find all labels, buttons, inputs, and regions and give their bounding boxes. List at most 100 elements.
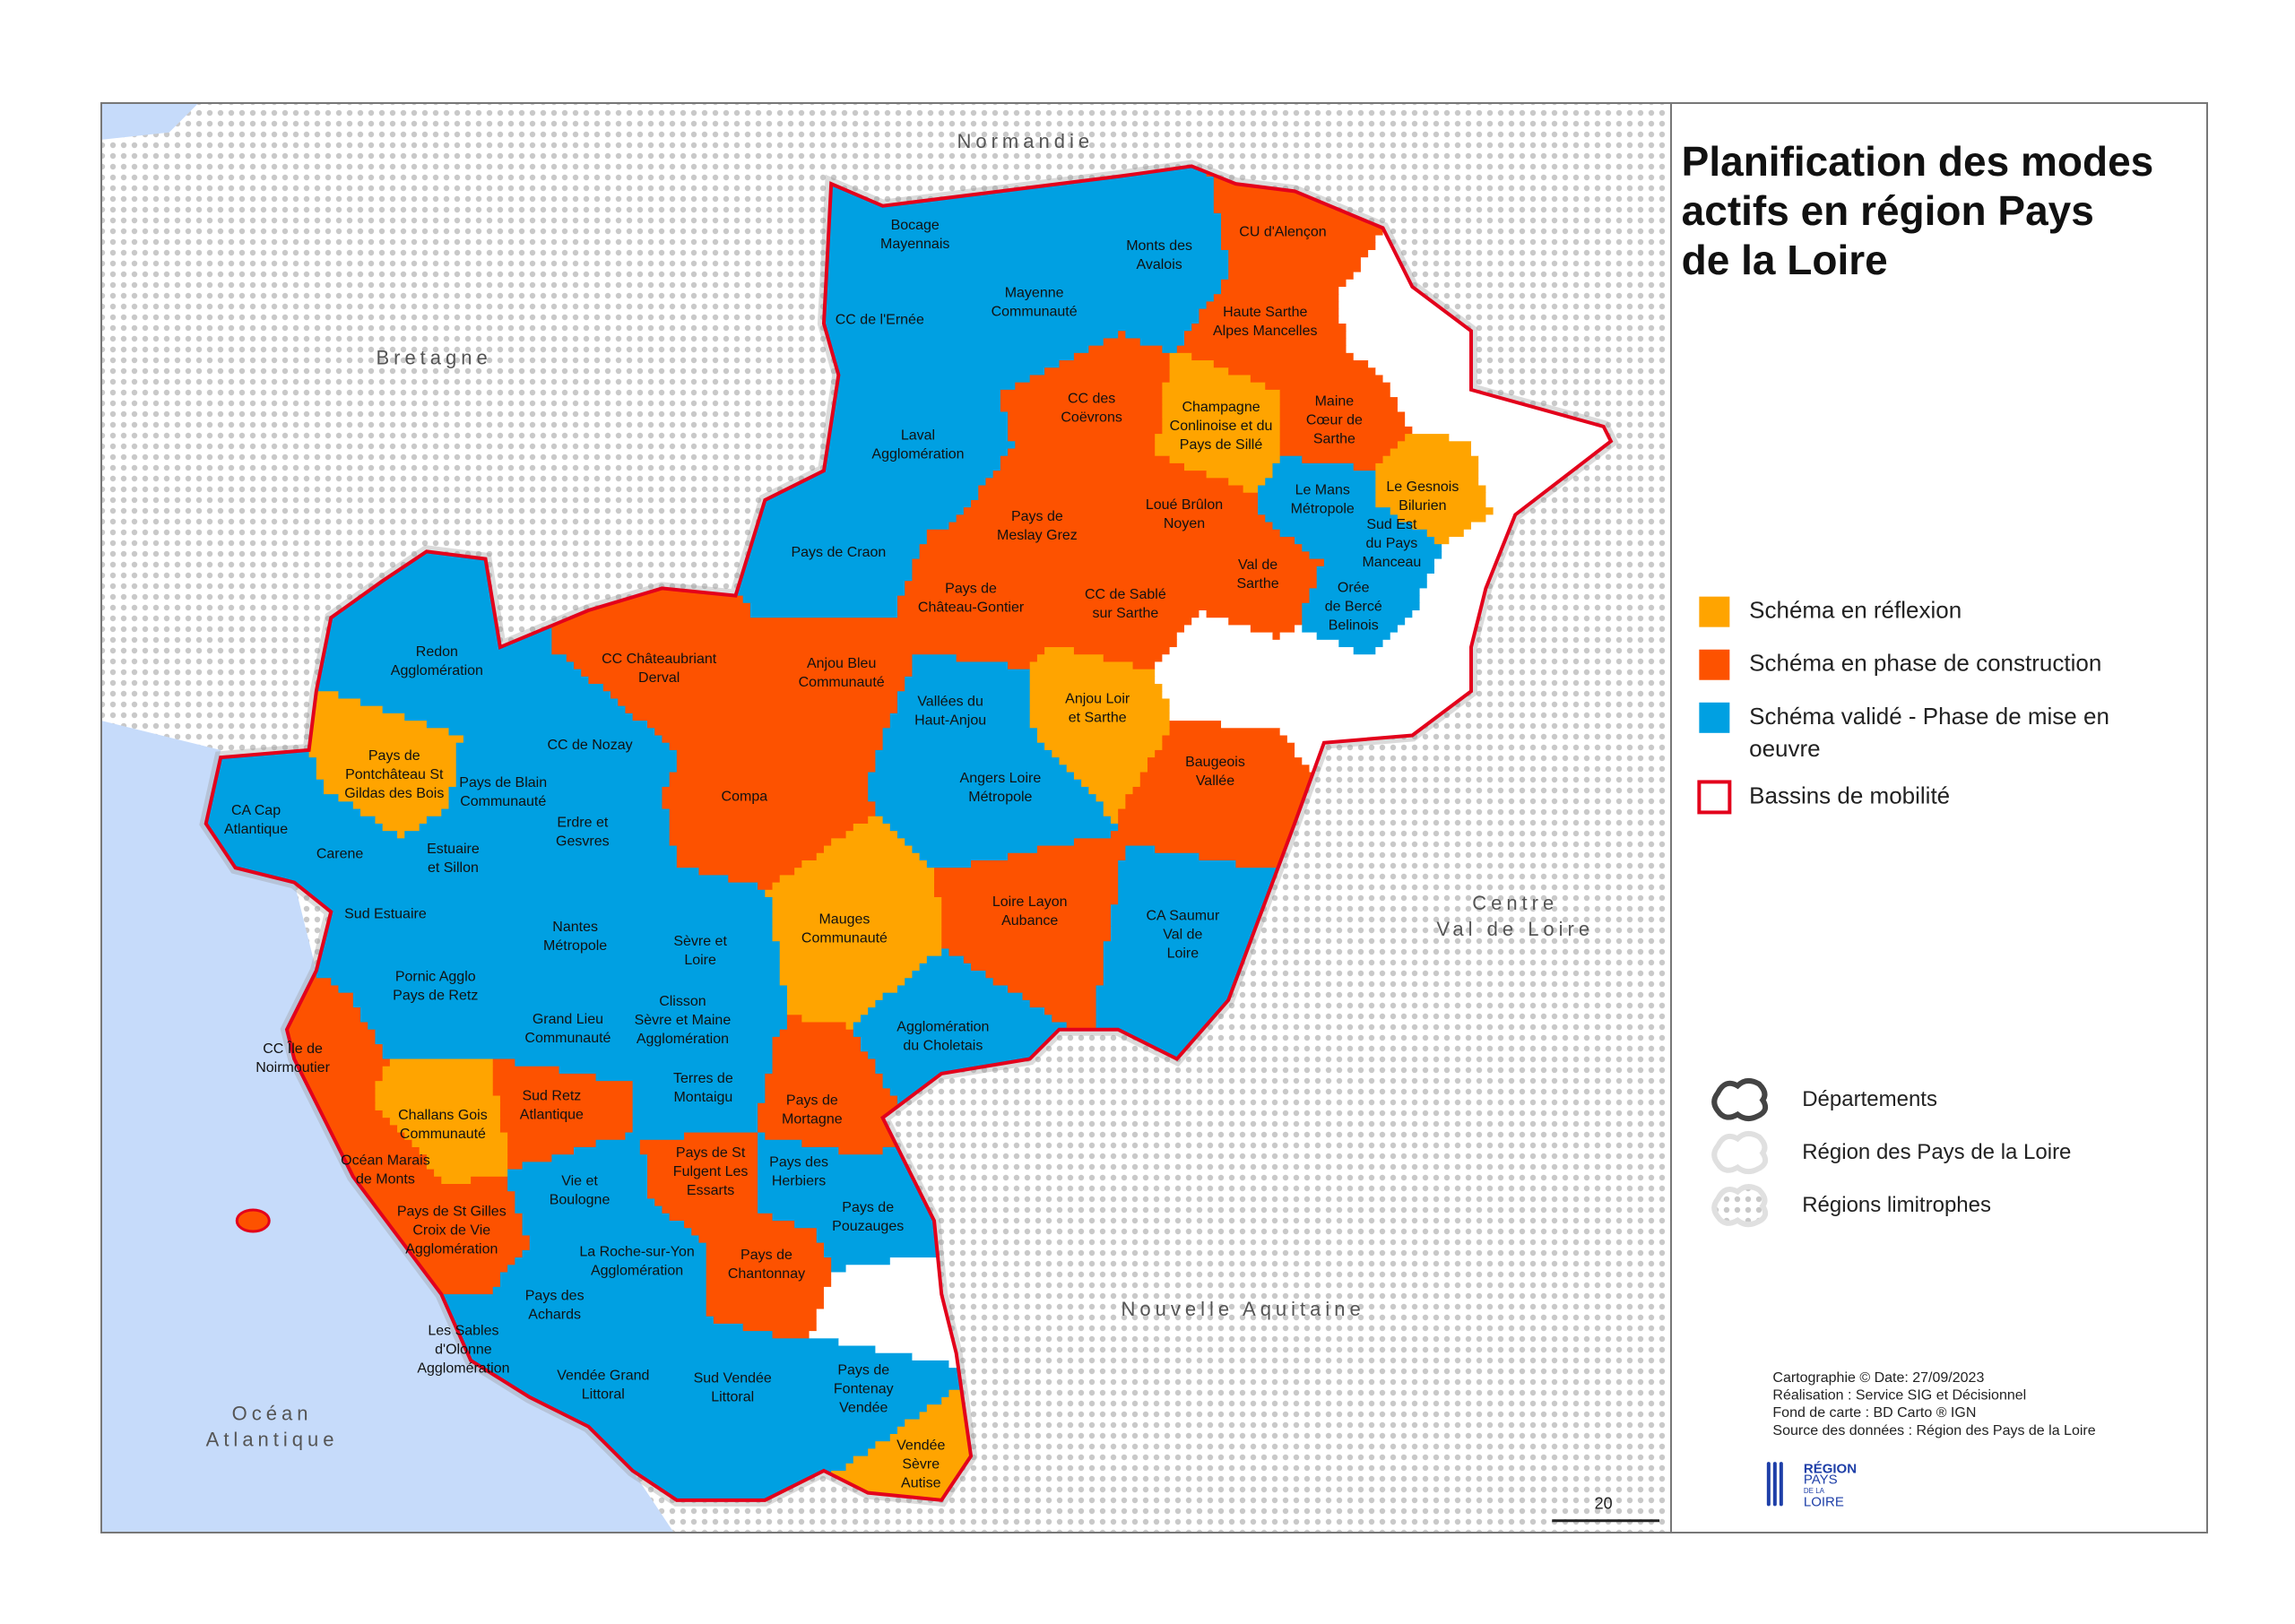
- territory-fill: [551, 639, 1178, 648]
- territory-fill: [742, 1323, 818, 1332]
- territory-fill: [205, 669, 582, 678]
- territory-fill: [1029, 676, 1156, 685]
- territory-label-line: Monts des: [1126, 238, 1192, 254]
- territory-fill: [1022, 992, 1097, 1001]
- territory-fill: [1390, 448, 1472, 457]
- territory-fill: [706, 1309, 818, 1317]
- territory-fill: [205, 911, 774, 920]
- territory-fill: [684, 1132, 758, 1141]
- territory-label: Angers Loire Métropole: [960, 771, 1042, 805]
- territory-fill: [1228, 618, 1303, 626]
- territory-fill: [1295, 625, 1303, 634]
- territory-fill: [419, 1146, 508, 1155]
- territory-fill: [647, 1169, 758, 1178]
- frame: [100, 102, 2208, 1533]
- territory-label-line: Sèvre et Maine: [635, 1013, 732, 1028]
- region-name-line: Atlantique: [206, 1428, 339, 1450]
- territory-label-line: Métropole: [968, 790, 1032, 805]
- territory-label-line: Sarthe: [1313, 432, 1355, 447]
- territory-fill: [912, 558, 1325, 567]
- territory-fill: [706, 1286, 825, 1295]
- territory-fill: [338, 985, 788, 994]
- territory-label: Le Gesnois Bilurien: [1386, 479, 1459, 514]
- territory-label: Laval Agglomération: [871, 428, 964, 462]
- territory-label-line: Pouzauges: [832, 1219, 904, 1234]
- territory-label-line: Sarthe: [1236, 576, 1278, 592]
- title-line: Planification des modes: [1682, 138, 2154, 185]
- territory-fill: [205, 882, 758, 891]
- territory-fill: [669, 742, 884, 751]
- logo-bar: [1766, 1462, 1771, 1507]
- territory-label-line: Achards: [528, 1308, 581, 1323]
- title-line: de la Loire: [1682, 237, 1888, 283]
- territory-fill: [875, 749, 1052, 758]
- territory-label-line: du Choletais: [903, 1039, 983, 1054]
- territory-fill: [882, 992, 1024, 1001]
- territory-label-line: Avalois: [1136, 257, 1182, 272]
- territory-fill: [721, 566, 914, 574]
- territory-fill: [1478, 471, 1611, 479]
- territory-fill: [515, 1257, 707, 1266]
- territory-fill: [1471, 448, 1611, 457]
- territory-fill: [382, 1044, 774, 1052]
- territory-fill: [831, 1257, 891, 1266]
- territory-label: Agglomération du Choletais: [896, 1020, 989, 1054]
- territory-label-line: Coëvrons: [1061, 410, 1122, 426]
- territory-fill: [632, 1095, 766, 1104]
- territory-fill: [941, 926, 1112, 935]
- territory-fill: [382, 1110, 501, 1119]
- territory-fill: [786, 1015, 802, 1024]
- territory-label-line: Littoral: [582, 1387, 625, 1403]
- territory-fill: [882, 728, 1038, 737]
- territory-fill: [713, 1316, 818, 1325]
- territory-fill: [1279, 441, 1399, 450]
- territory-fill: [669, 772, 869, 781]
- territory-label-line: CA Saumur: [1146, 909, 1219, 924]
- territory-fill: [1118, 808, 1355, 817]
- territory-fill: [669, 1213, 774, 1222]
- territory-fill: [205, 808, 361, 817]
- territory-fill: [499, 1095, 634, 1104]
- territory-fill: [522, 1228, 692, 1237]
- territory-fill: [375, 1036, 774, 1045]
- territory-fill: [205, 1396, 942, 1405]
- territory-fill: [205, 926, 774, 935]
- territory-label-line: Anjou Loir: [1065, 692, 1130, 707]
- territory-fill: [1353, 462, 1376, 471]
- territory-fill: [205, 934, 774, 942]
- territory-label-line: Pays de: [1011, 509, 1063, 524]
- territory-label-line: CC de Sablé: [1085, 587, 1166, 602]
- territory-fill: [448, 728, 655, 737]
- territory-label: Vie et Boulogne: [550, 1174, 611, 1208]
- territory-label-line: Communauté: [460, 794, 546, 809]
- territory-fill: [1008, 434, 1156, 442]
- territory-fill: [507, 1139, 597, 1148]
- territory-fill: [205, 801, 354, 810]
- territory-label-line: Les Sables: [428, 1324, 498, 1339]
- territory-fill: [684, 514, 957, 523]
- territory-fill: [1155, 749, 1295, 758]
- territory-fill: [1169, 455, 1281, 464]
- territory-fill: [926, 860, 972, 868]
- territory-fill: [1184, 462, 1274, 471]
- territory-label-line: Pontchâteau St: [345, 767, 444, 782]
- territory-fill: [338, 691, 611, 700]
- region-name-line: Bretagne: [376, 346, 491, 368]
- territory-fill: [1405, 434, 1450, 442]
- territory-label-line: Pays de St Gilles: [397, 1205, 507, 1220]
- territory-fill: [205, 602, 552, 611]
- territory-fill: [308, 749, 457, 758]
- territory-fill: [897, 831, 1112, 839]
- territory-fill: [786, 1022, 847, 1031]
- territory-fill: [1162, 684, 1611, 692]
- territory-fill: [426, 816, 671, 825]
- territory-fill: [507, 1176, 648, 1185]
- territory-label-line: Fontenay: [834, 1382, 894, 1397]
- territory-fill: [691, 522, 950, 531]
- territory-fill: [1221, 721, 1611, 729]
- territory-label-line: Pays de: [837, 1363, 889, 1378]
- territory-label-line: Manceau: [1362, 555, 1421, 570]
- territory-fill: [1279, 448, 1391, 457]
- territory-fill: [758, 1110, 905, 1119]
